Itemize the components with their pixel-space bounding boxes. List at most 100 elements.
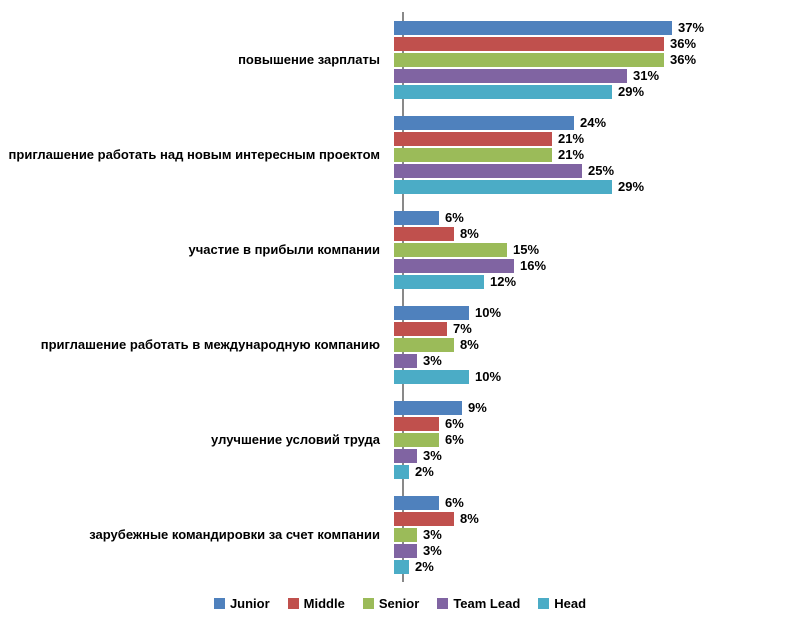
- bar-line: 16%: [394, 258, 800, 273]
- bar-value-label: 21%: [558, 147, 585, 162]
- bar-value-label: 24%: [580, 115, 607, 130]
- bar-senior: [394, 527, 417, 542]
- bar-senior: [394, 242, 507, 257]
- bar-line: 8%: [394, 337, 800, 352]
- bar-value-label: 36%: [670, 52, 697, 67]
- bar-line: 3%: [394, 527, 800, 542]
- legend-swatch: [437, 598, 449, 609]
- chart-row: зарубежные командировки за счет компании…: [0, 487, 800, 582]
- bar-middle: [394, 226, 454, 241]
- bar-value-label: 31%: [633, 68, 660, 83]
- legend-swatch: [362, 598, 374, 609]
- bar-value-label: 29%: [618, 84, 645, 99]
- bar-line: 3%: [394, 448, 800, 463]
- category-label: повышение зарплаты: [238, 52, 380, 67]
- bar-line: 36%: [394, 52, 800, 67]
- bar-line: 7%: [394, 321, 800, 336]
- bar-value-label: 2%: [415, 559, 434, 574]
- bar-value-label: 3%: [423, 527, 442, 542]
- bar-head: [394, 559, 409, 574]
- chart-row: приглашение работать над новым интересны…: [0, 107, 800, 202]
- bar-value-label: 6%: [445, 416, 464, 431]
- bar-line: 21%: [394, 131, 800, 146]
- legend-swatch: [538, 598, 550, 609]
- bar-line: 3%: [394, 543, 800, 558]
- bar-junior: [394, 115, 574, 130]
- bar-value-label: 3%: [423, 543, 442, 558]
- bar-line: 3%: [394, 353, 800, 368]
- bar-value-label: 10%: [475, 369, 502, 384]
- legend-item: Head: [538, 596, 586, 611]
- bar-line: 37%: [394, 20, 800, 35]
- bar-middle: [394, 416, 439, 431]
- bar-line: 9%: [394, 400, 800, 415]
- bar-head: [394, 369, 469, 384]
- legend-item: Team Lead: [437, 596, 520, 611]
- y-axis-line: [402, 12, 404, 582]
- chart-row: участие в прибыли компании 6% 8% 15% 16% 12%: [0, 202, 800, 297]
- category-label: участие в прибыли компании: [188, 242, 380, 257]
- bar-head: [394, 464, 409, 479]
- chart-row: повышение зарплаты 37% 36% 36% 31% 29%: [0, 12, 800, 107]
- bar-line: 6%: [394, 210, 800, 225]
- bar-line: 2%: [394, 559, 800, 574]
- bar-value-label: 3%: [423, 448, 442, 463]
- bar-senior: [394, 147, 552, 162]
- bar-line: 25%: [394, 163, 800, 178]
- bar-value-label: 15%: [513, 242, 540, 257]
- bar-value-label: 25%: [588, 163, 615, 178]
- bar-line: 15%: [394, 242, 800, 257]
- bar-line: 8%: [394, 511, 800, 526]
- bar-value-label: 2%: [415, 464, 434, 479]
- legend-item: Middle: [287, 596, 345, 611]
- bar-line: 36%: [394, 36, 800, 51]
- legend-swatch: [213, 598, 225, 609]
- bar-head: [394, 84, 612, 99]
- bar-value-label: 8%: [460, 226, 479, 241]
- bar-team-lead: [394, 448, 417, 463]
- bar-value-label: 10%: [475, 305, 502, 320]
- bar-value-label: 37%: [678, 20, 705, 35]
- chart-row: улучшение условий труда 9% 6% 6% 3% 2%: [0, 392, 800, 487]
- bar-value-label: 6%: [445, 495, 464, 510]
- bar-line: 21%: [394, 147, 800, 162]
- chart-row: приглашение работать в международную ком…: [0, 297, 800, 392]
- bar-group: 6% 8% 3% 3% 2%: [392, 487, 800, 582]
- bar-line: 10%: [394, 305, 800, 320]
- bar-value-label: 8%: [460, 511, 479, 526]
- bar-junior: [394, 20, 672, 35]
- legend-label: Junior: [229, 596, 270, 611]
- category-label: улучшение условий труда: [211, 432, 380, 447]
- bar-line: 29%: [394, 179, 800, 194]
- legend: Junior Middle Senior Team Lead Head: [0, 596, 800, 611]
- bar-group: 37% 36% 36% 31% 29%: [392, 12, 800, 107]
- bar-value-label: 3%: [423, 353, 442, 368]
- bar-junior: [394, 305, 469, 320]
- bar-line: 12%: [394, 274, 800, 289]
- bar-value-label: 6%: [445, 210, 464, 225]
- bar-middle: [394, 36, 664, 51]
- bar-middle: [394, 511, 454, 526]
- bar-line: 2%: [394, 464, 800, 479]
- bar-value-label: 7%: [453, 321, 472, 336]
- bar-line: 10%: [394, 369, 800, 384]
- bar-junior: [394, 495, 439, 510]
- bar-line: 6%: [394, 495, 800, 510]
- legend-label: Middle: [303, 596, 345, 611]
- bar-head: [394, 179, 612, 194]
- bar-value-label: 16%: [520, 258, 547, 273]
- legend-label: Team Lead: [453, 596, 521, 611]
- bar-line: 31%: [394, 68, 800, 83]
- bar-value-label: 29%: [618, 179, 645, 194]
- plot-area: повышение зарплаты 37% 36% 36% 31% 29% приглаш…: [0, 12, 800, 582]
- category-label: зарубежные командировки за счет компании: [89, 527, 380, 542]
- bar-value-label: 6%: [445, 432, 464, 447]
- bar-value-label: 9%: [468, 400, 487, 415]
- bar-middle: [394, 131, 552, 146]
- bar-team-lead: [394, 543, 417, 558]
- bar-middle: [394, 321, 447, 336]
- bar-group: 24% 21% 21% 25% 29%: [392, 107, 800, 202]
- bar-value-label: 12%: [490, 274, 517, 289]
- bar-junior: [394, 210, 439, 225]
